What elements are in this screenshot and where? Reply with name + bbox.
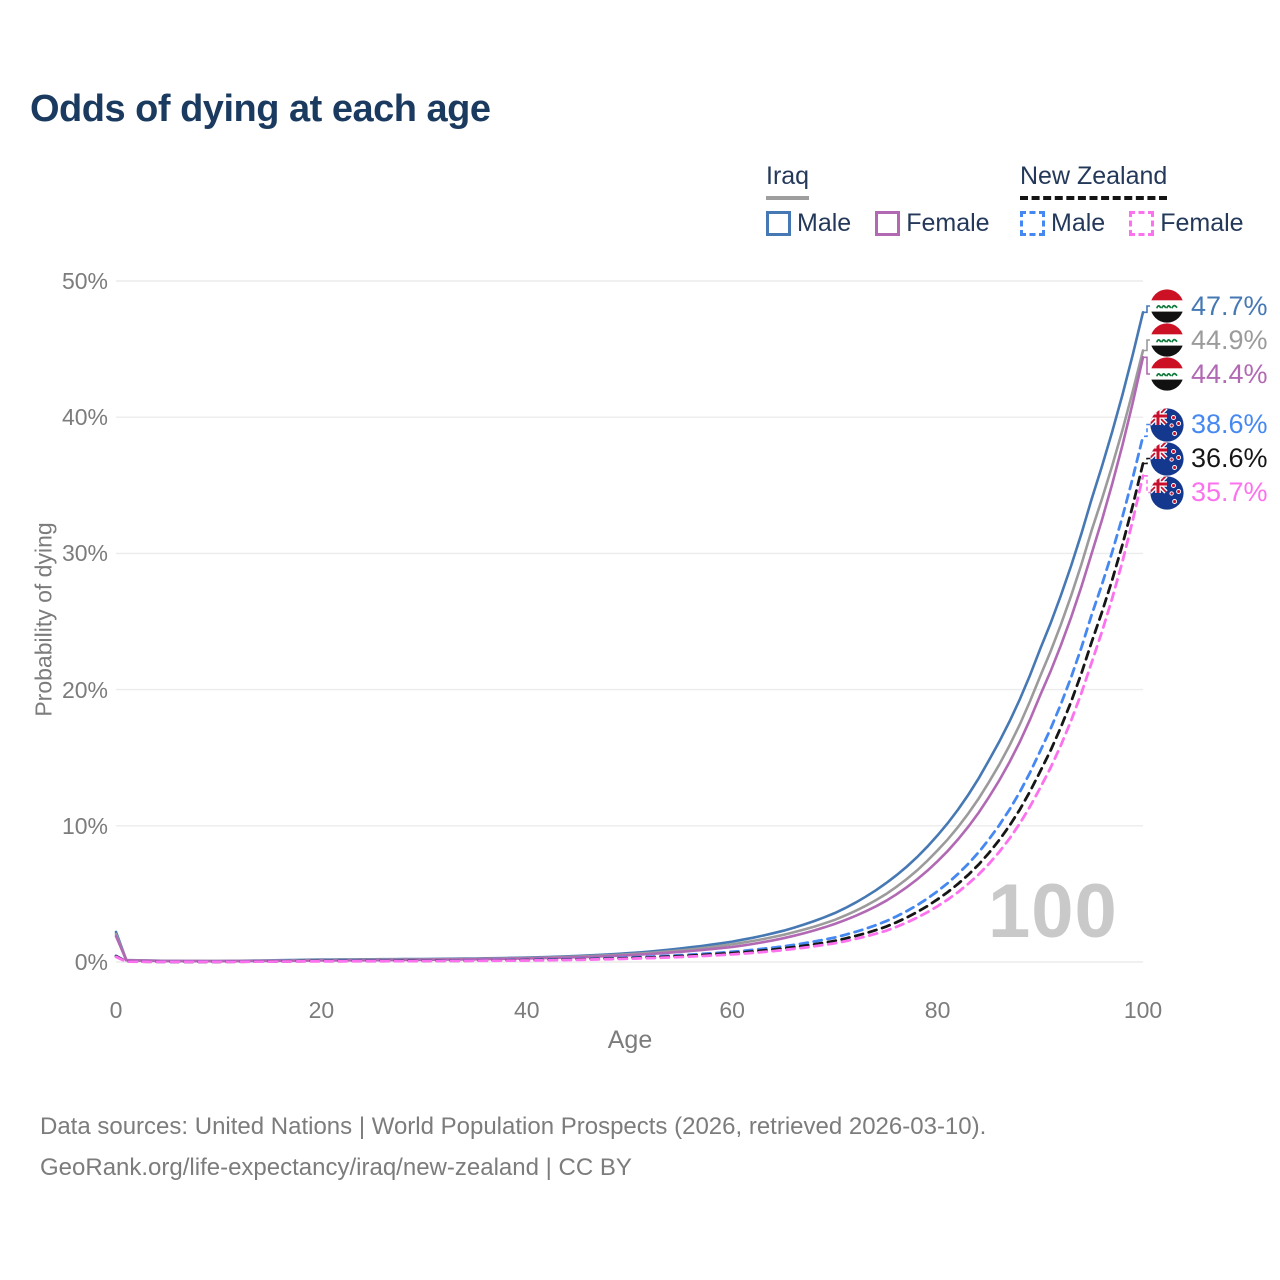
x-tick-label-0: 0 (109, 997, 123, 1023)
nz-flag-icon (1150, 441, 1184, 476)
end-label-nz-male: 38.6% (1150, 407, 1268, 442)
y-tick-label-50: 50% (61, 268, 108, 294)
end-label-value: 36.6% (1191, 443, 1268, 473)
y-tick-label-0: 0% (74, 949, 108, 975)
leader-line-nz-male (1144, 423, 1150, 438)
legend-item-iraq-female[interactable]: Female (875, 209, 990, 238)
x-tick-label-80: 80 (924, 997, 951, 1023)
legend-header-iraq: Iraq (766, 162, 810, 200)
end-label-value: 38.6% (1191, 409, 1268, 439)
legend-item-nz-female[interactable]: Female (1129, 209, 1244, 238)
legend-header-new-zealand: New Zealand (1020, 162, 1168, 200)
hover-age-indicator: 100 (988, 869, 1118, 954)
series-line-nz-female[interactable] (114, 474, 1145, 964)
series-line-nz-both[interactable] (114, 462, 1145, 964)
nz-flag-icon (1150, 475, 1184, 510)
nz-male-swatch-icon (1020, 211, 1045, 236)
series-line-iraq-both[interactable] (114, 349, 1145, 963)
y-tick-label-40: 40% (61, 404, 108, 431)
end-label-value: 44.4% (1191, 358, 1268, 389)
attribution-line: GeoRank.org/life-expectancy/iraq/new-zea… (40, 1154, 632, 1181)
legend-group-new-zealand: New Zealand Male Female (1020, 162, 1244, 238)
legend-label: Male (1051, 209, 1106, 237)
iraq-female-swatch-icon (875, 211, 901, 236)
legend-label: Female (1160, 209, 1244, 237)
iraq-flag-icon (1150, 289, 1184, 323)
end-label-nz-both: 36.6% (1150, 441, 1268, 476)
end-label-value: 44.9% (1191, 324, 1268, 355)
end-label-iraq-both: 44.9% (1150, 323, 1268, 357)
x-tick-label-20: 20 (308, 997, 335, 1023)
leader-line-iraq-male (1144, 305, 1150, 314)
iraq-male-swatch-icon (766, 211, 791, 236)
x-tick-label-60: 60 (719, 997, 745, 1023)
legend-group-iraq: Iraq Male Female (766, 162, 990, 238)
x-tick-label-40: 40 (514, 997, 540, 1023)
legend-item-iraq-male[interactable]: Male (766, 209, 851, 238)
legend-label: Female (906, 209, 990, 237)
leader-line-nz-female (1144, 474, 1150, 494)
end-label-iraq-female: 44.4% (1150, 357, 1268, 391)
leader-line-iraq-both (1144, 339, 1150, 352)
iraq-flag-icon (1150, 323, 1184, 357)
footer: Data sources: United Nations | World Pop… (40, 1106, 986, 1188)
legend-label: Male (797, 209, 852, 237)
y-tick-label-30: 30% (61, 540, 108, 567)
series-line-iraq-female[interactable] (114, 356, 1145, 963)
legend-row-new-zealand: Male Female (1020, 209, 1244, 238)
series-line-nz-male[interactable] (114, 434, 1145, 964)
end-label-value: 47.7% (1191, 290, 1268, 321)
legend-row-iraq: Male Female (766, 209, 990, 238)
end-label-iraq-male: 47.7% (1150, 289, 1268, 323)
x-axis-title: Age (607, 1026, 653, 1054)
leader-line-iraq-female (1144, 356, 1150, 375)
y-tick-label-10: 10% (61, 812, 108, 839)
legend-item-nz-male[interactable]: Male (1020, 209, 1105, 238)
x-tick-label-100: 100 (1123, 997, 1163, 1023)
iraq-flag-icon (1150, 357, 1184, 391)
leader-line-nz-both (1144, 457, 1150, 465)
y-tick-label-20: 20% (61, 676, 108, 703)
nz-flag-icon (1150, 407, 1184, 442)
nz-female-swatch-icon (1129, 211, 1155, 236)
page-title: Odds of dying at each age (30, 88, 491, 130)
data-sources-line: Data sources: United Nations | World Pop… (40, 1113, 987, 1140)
end-label-value: 35.7% (1191, 477, 1268, 507)
end-label-nz-female: 35.7% (1150, 475, 1268, 510)
